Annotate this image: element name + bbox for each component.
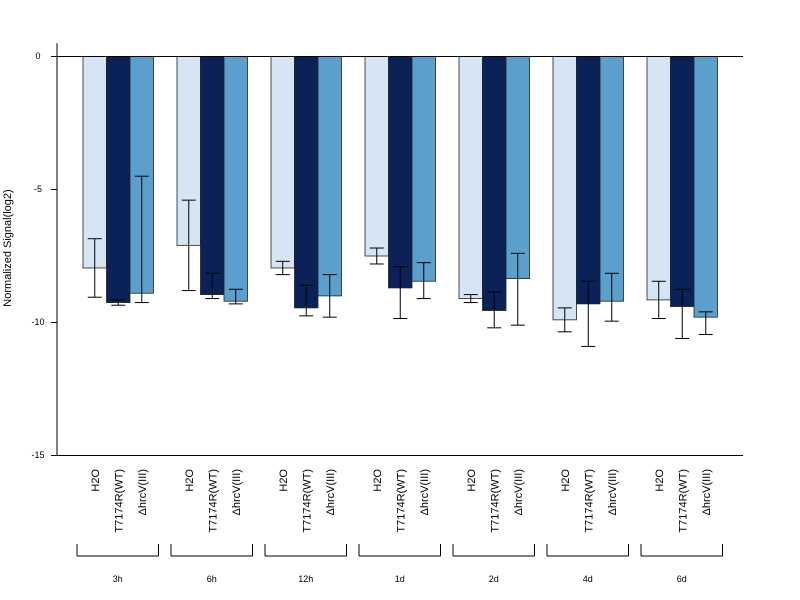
group-label: 6d	[677, 574, 687, 584]
y-axis: 0 -5 -10 -15	[31, 43, 58, 460]
category-label: ΔhrcV(III)	[137, 469, 149, 515]
category-label: H2O	[560, 469, 572, 492]
group-label: 4d	[583, 574, 593, 584]
bar	[458, 56, 483, 299]
bar	[200, 56, 225, 295]
bar	[270, 56, 295, 269]
category-label: H2O	[90, 469, 102, 492]
group-labels: 3h 6h 12h 1d 2d 4d 6d	[76, 544, 723, 584]
bar	[106, 56, 131, 303]
bar	[388, 56, 413, 289]
bar	[646, 56, 671, 301]
category-label: ΔhrcV(III)	[513, 469, 525, 515]
category-label: T7174R(WT)	[395, 469, 407, 533]
y-tick-label: -15	[31, 450, 44, 460]
category-label: H2O	[372, 469, 384, 492]
category-label: T7174R(WT)	[489, 469, 501, 533]
group-label: 1d	[395, 574, 405, 584]
bar	[599, 56, 624, 302]
bar	[294, 56, 319, 309]
y-tick-label: -5	[34, 184, 42, 194]
error-bars	[87, 175, 713, 347]
category-labels: H2O T7174R(WT) ΔhrcV(III) H2O T7174R(WT) Δhrc…	[90, 469, 713, 533]
bar	[482, 56, 507, 311]
category-label: T7174R(WT)	[207, 469, 219, 533]
bar	[693, 56, 718, 318]
y-tick-label: -10	[31, 317, 44, 327]
bar	[411, 56, 436, 282]
bar	[82, 56, 107, 269]
category-label: T7174R(WT)	[113, 469, 125, 533]
category-label: T7174R(WT)	[583, 469, 595, 533]
category-label: H2O	[184, 469, 196, 492]
group-label: 6h	[207, 574, 217, 584]
category-label: ΔhrcV(III)	[419, 469, 431, 515]
group-label: 12h	[298, 574, 313, 584]
bar	[364, 56, 389, 257]
category-label: ΔhrcV(III)	[607, 469, 619, 515]
category-label: T7174R(WT)	[301, 469, 313, 533]
bar	[670, 56, 695, 307]
bars	[82, 56, 718, 321]
category-label: ΔhrcV(III)	[701, 469, 713, 515]
y-tick-label: 0	[35, 51, 40, 61]
bar	[505, 56, 530, 280]
category-label: ΔhrcV(III)	[325, 469, 337, 515]
group-label: 2d	[489, 574, 499, 584]
group-label: 3h	[113, 574, 123, 584]
category-label: H2O	[466, 469, 478, 492]
category-label: H2O	[278, 469, 290, 492]
bar	[223, 56, 248, 302]
category-label: H2O	[654, 469, 666, 492]
y-axis-title: Normalized Signal(log2)	[2, 189, 14, 306]
bar	[552, 56, 577, 321]
bar	[317, 56, 342, 297]
category-label: ΔhrcV(III)	[231, 469, 243, 515]
bar	[576, 56, 601, 305]
category-label: T7174R(WT)	[677, 469, 689, 533]
